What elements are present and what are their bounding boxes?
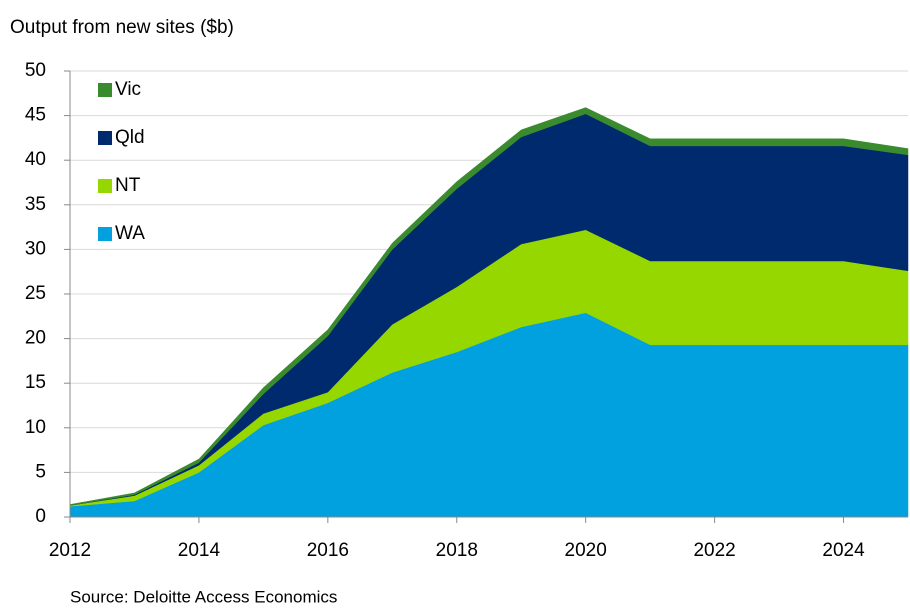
source-note: Source: Deloitte Access Economics [70, 587, 337, 606]
area [69, 107, 909, 506]
x-tick-label: 2024 [822, 540, 865, 561]
y-tick-label: 20 [25, 328, 46, 349]
x-tick-label: 2014 [178, 540, 221, 561]
y-tick-label: 15 [25, 372, 46, 393]
y-tick-label: 50 [25, 60, 46, 81]
legend-label: WA [115, 223, 145, 244]
legend-swatch [98, 227, 112, 241]
x-tick-label: 2016 [307, 540, 349, 561]
y-tick-label: 45 [25, 105, 46, 126]
legend-label: Vic [115, 79, 141, 100]
y-tick-label: 35 [25, 194, 46, 215]
legend-swatch [98, 179, 112, 193]
y-tick-label: 25 [25, 283, 46, 304]
chart-title: Output from new sites ($b) [10, 17, 234, 38]
y-tick-label: 40 [25, 149, 46, 170]
x-tick-label: 2012 [49, 540, 91, 561]
x-tick-label: 2020 [565, 540, 607, 561]
y-tick-label: 0 [35, 506, 46, 527]
x-tick-label: 2018 [436, 540, 478, 561]
legend-label: NT [115, 175, 141, 196]
legend-label: Qld [115, 127, 145, 148]
y-tick-label: 5 [35, 461, 46, 482]
legend-swatch [98, 131, 112, 145]
y-tick-label: 10 [25, 417, 46, 438]
x-tick-label: 2022 [693, 540, 735, 561]
legend-swatch [98, 83, 112, 97]
y-tick-label: 30 [25, 238, 46, 259]
